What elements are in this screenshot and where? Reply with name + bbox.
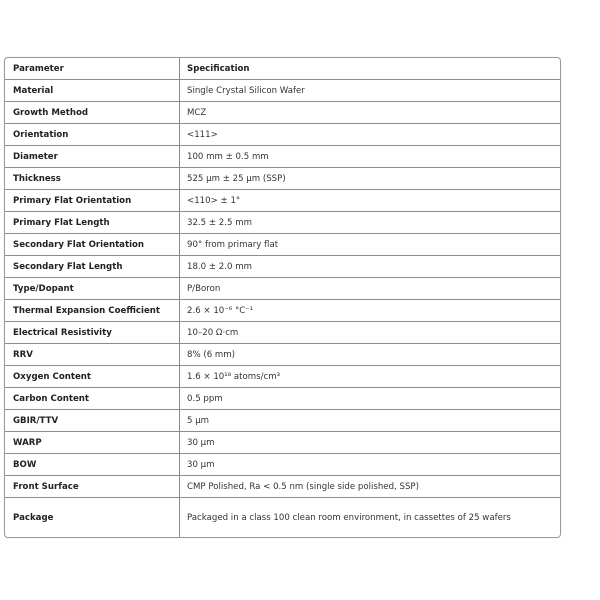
specification-cell: Packaged in a class 100 clean room envir… [187, 512, 511, 523]
table-row: Electrical Resistivity 10–20 Ω·cm [5, 322, 560, 344]
specification-cell: P/Boron [187, 283, 221, 294]
specification-cell: 10–20 Ω·cm [187, 327, 239, 338]
table-row: Diameter 100 mm ± 0.5 mm [5, 146, 560, 168]
parameter-cell: RRV [5, 344, 180, 365]
table-row: Material Single Crystal Silicon Wafer [5, 80, 560, 102]
parameter-cell: Package [5, 498, 180, 537]
table-row: Thickness 525 µm ± 25 µm (SSP) [5, 168, 560, 190]
specification-cell: 1.6 × 10¹⁸ atoms/cm³ [187, 371, 281, 382]
specification-cell: 32.5 ± 2.5 mm [187, 217, 252, 228]
specification-cell: 8% (6 mm) [187, 349, 236, 360]
parameter-cell: Secondary Flat Length [5, 256, 180, 277]
specification-cell: 30 µm [187, 437, 215, 448]
specification-cell: <111> [187, 129, 218, 140]
parameter-cell: Secondary Flat Orientation [5, 234, 180, 255]
parameter-cell: Orientation [5, 124, 180, 145]
specification-cell: 18.0 ± 2.0 mm [187, 261, 252, 272]
specification-cell: 2.6 × 10⁻⁶ °C⁻¹ [187, 305, 254, 316]
table-row: Package Packaged in a class 100 clean roo… [5, 498, 560, 537]
table-row: GBIR/TTV 5 µm [5, 410, 560, 432]
table-row: Carbon Content 0.5 ppm [5, 388, 560, 410]
spec-table: Parameter Specification Material Single C… [4, 57, 561, 538]
parameter-cell: Type/Dopant [5, 278, 180, 299]
table-row: Secondary Flat Length 18.0 ± 2.0 mm [5, 256, 560, 278]
table-row: Oxygen Content 1.6 × 10¹⁸ atoms/cm³ [5, 366, 560, 388]
table-row: Secondary Flat Orientation 90° from prima… [5, 234, 560, 256]
table-row: RRV 8% (6 mm) [5, 344, 560, 366]
table-header-row: Parameter Specification [5, 58, 560, 80]
parameter-cell: Thermal Expansion Coefficient [5, 300, 180, 321]
parameter-cell: Diameter [5, 146, 180, 167]
specification-cell: 90° from primary flat [187, 239, 279, 250]
parameter-cell: Material [5, 80, 180, 101]
specification-cell: 30 µm [187, 459, 215, 470]
parameter-cell: Oxygen Content [5, 366, 180, 387]
parameter-cell: BOW [5, 454, 180, 475]
specification-cell: CMP Polished, Ra < 0.5 nm (single side p… [187, 481, 419, 492]
specification-cell: 525 µm ± 25 µm (SSP) [187, 173, 286, 184]
table-row: Type/Dopant P/Boron [5, 278, 560, 300]
table-row: WARP 30 µm [5, 432, 560, 454]
table-row: Primary Flat Orientation <110> ± 1° [5, 190, 560, 212]
specification-cell: 100 mm ± 0.5 mm [187, 151, 269, 162]
specification-cell: Single Crystal Silicon Wafer [187, 85, 305, 96]
specification-cell: 5 µm [187, 415, 210, 426]
parameter-cell: Primary Flat Orientation [5, 190, 180, 211]
parameter-cell: Growth Method [5, 102, 180, 123]
table-row: Thermal Expansion Coefficient 2.6 × 10⁻⁶ … [5, 300, 560, 322]
header-parameter: Parameter [5, 58, 180, 79]
table-row: Primary Flat Length 32.5 ± 2.5 mm [5, 212, 560, 234]
parameter-cell: Electrical Resistivity [5, 322, 180, 343]
parameter-cell: Front Surface [5, 476, 180, 497]
header-specification: Specification [187, 63, 250, 74]
table-row: Front Surface CMP Polished, Ra < 0.5 nm (… [5, 476, 560, 498]
table-row: Orientation <111> [5, 124, 560, 146]
table-row: BOW 30 µm [5, 454, 560, 476]
specification-cell: 0.5 ppm [187, 393, 223, 404]
parameter-cell: WARP [5, 432, 180, 453]
parameter-cell: Carbon Content [5, 388, 180, 409]
parameter-cell: Thickness [5, 168, 180, 189]
parameter-cell: Primary Flat Length [5, 212, 180, 233]
parameter-cell: GBIR/TTV [5, 410, 180, 431]
specification-cell: MCZ [187, 107, 207, 118]
specification-cell: <110> ± 1° [187, 195, 241, 206]
table-row: Growth Method MCZ [5, 102, 560, 124]
